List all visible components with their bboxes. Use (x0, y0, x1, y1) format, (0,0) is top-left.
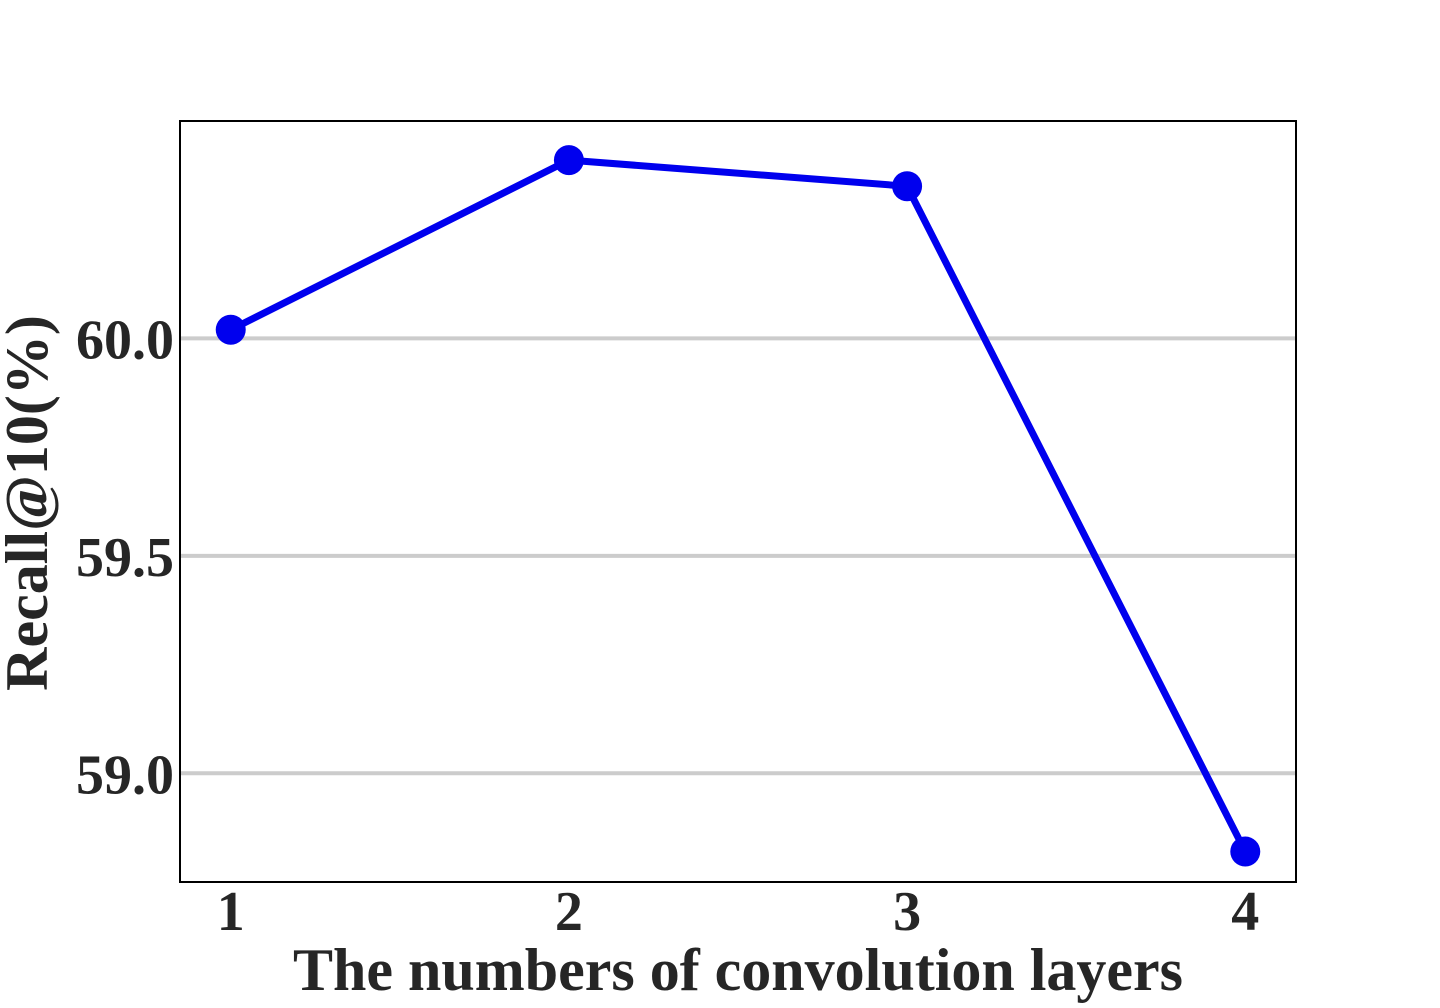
y-tick-labels: 59.0 59.5 60.0 (76, 309, 174, 806)
x-tick-label: 1 (217, 881, 245, 943)
y-tick-label: 59.5 (76, 527, 174, 589)
plot-area-frame (179, 120, 1297, 883)
y-tick-label: 60.0 (76, 309, 174, 371)
series-line (227, 156, 1249, 856)
x-axis-label: The numbers of convolution layers (293, 937, 1183, 1003)
series-layer (215, 145, 1261, 867)
x-tick-label: 3 (893, 881, 921, 943)
x-tick-label: 2 (555, 881, 583, 943)
y-axis-label: Recall@10(%) (0, 315, 60, 691)
x-tick-label: 4 (1231, 881, 1259, 943)
y-tick-label: 59.0 (76, 744, 174, 806)
x-tick-labels: 1 2 3 4 (217, 881, 1260, 943)
data-point (892, 171, 923, 202)
data-point (1230, 836, 1261, 867)
grid-lines (180, 336, 1296, 776)
data-point (553, 145, 584, 176)
data-point (215, 314, 246, 345)
